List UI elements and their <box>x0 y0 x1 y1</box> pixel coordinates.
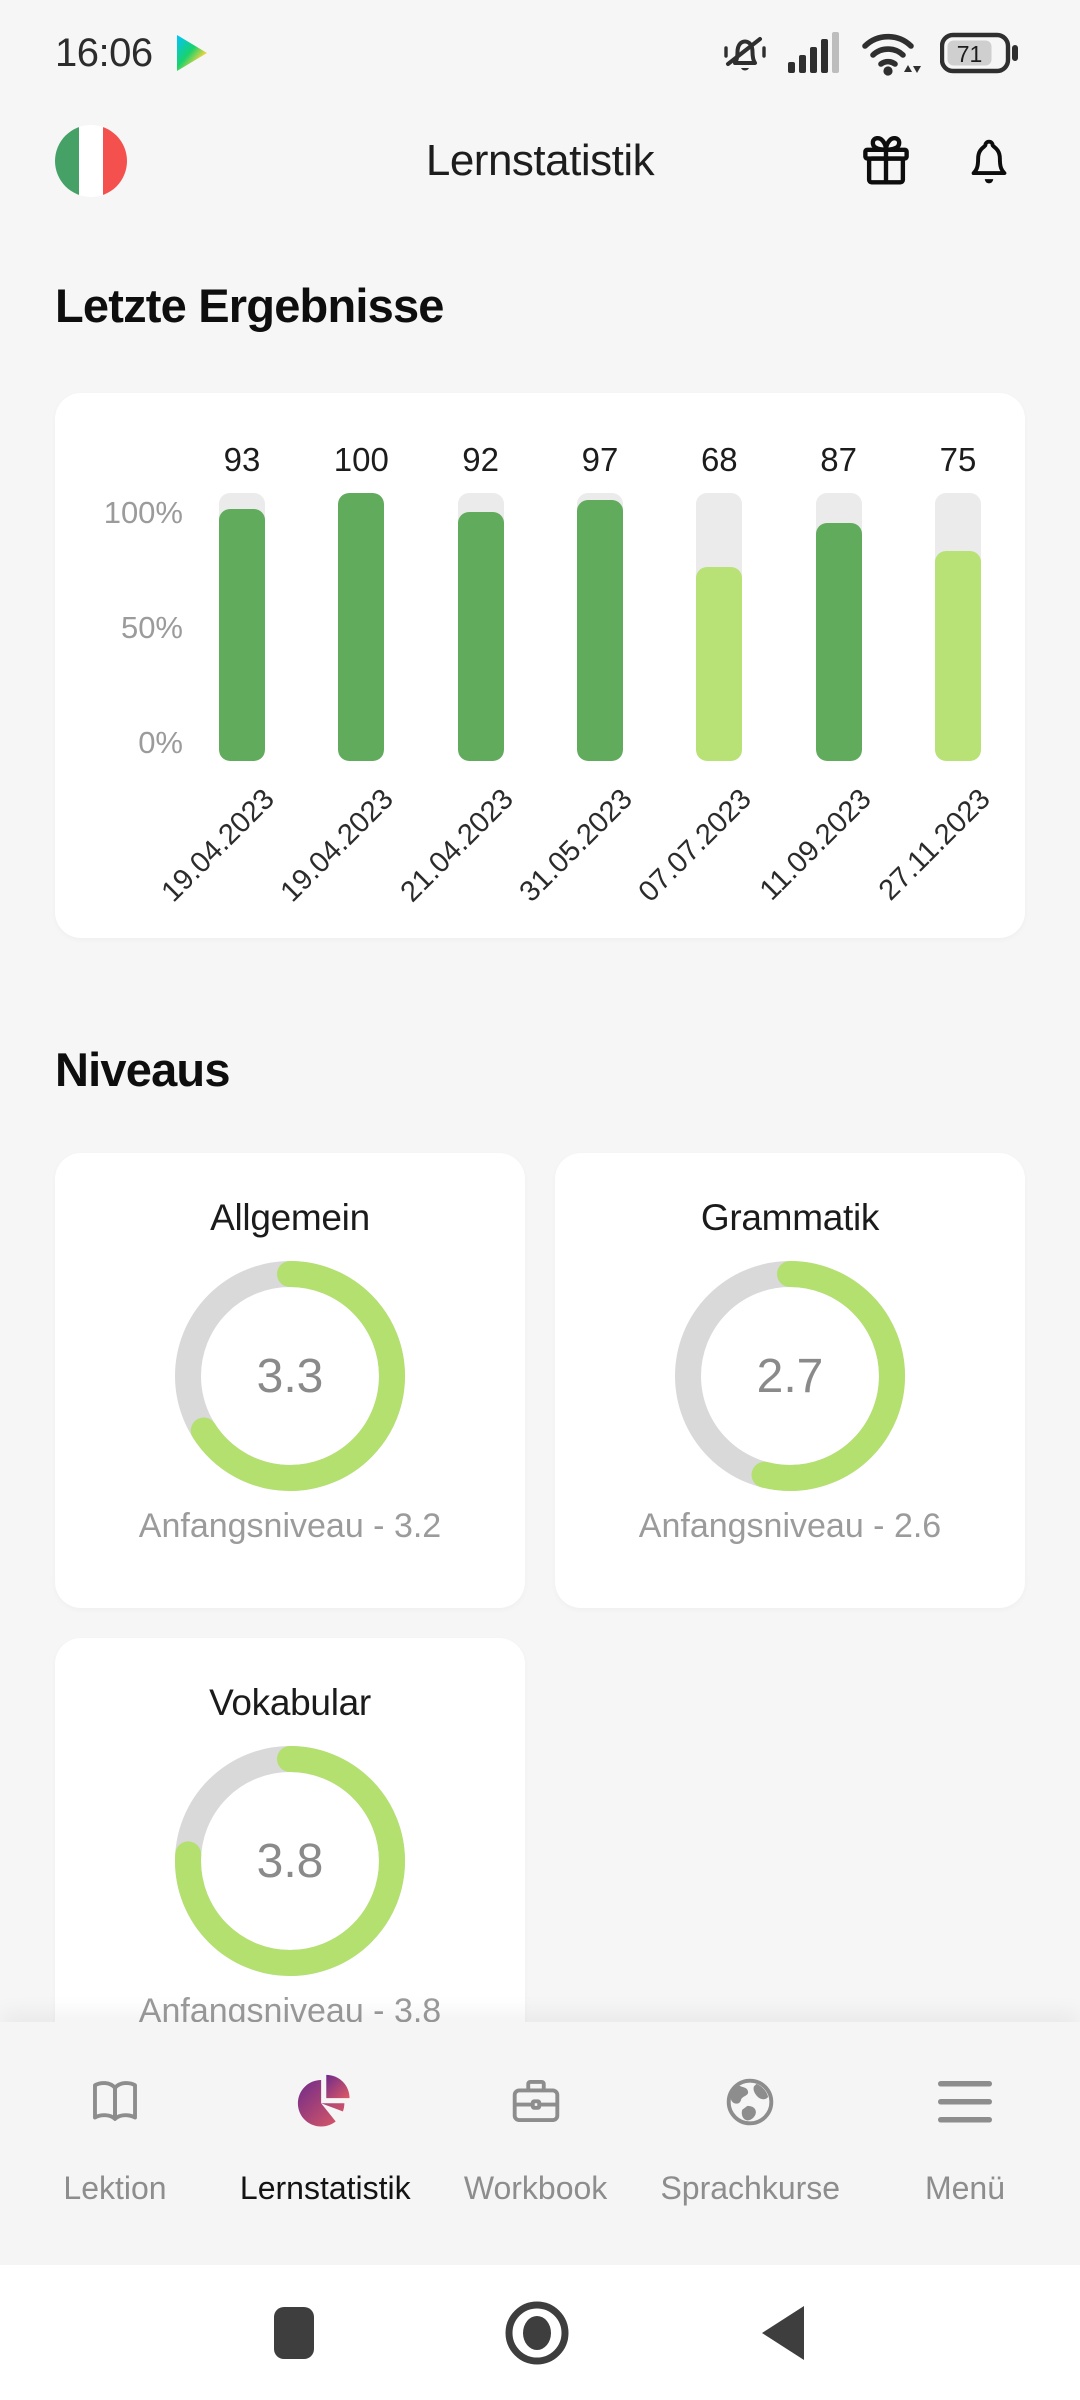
bar-fill <box>219 509 265 761</box>
level-donut: 2.7 <box>675 1261 905 1491</box>
results-chart-card: 100% 50% 0% 93 19.04.2023 100 19.04.2023 92 2… <box>55 393 1025 938</box>
wifi-icon <box>862 33 921 76</box>
y-tick-0: 0% <box>138 725 183 760</box>
y-tick-100: 100% <box>103 495 183 530</box>
bar-column: 93 19.04.2023 <box>155 438 280 908</box>
bar-track <box>338 493 385 761</box>
levels-grid: Allgemein 3.3 Anfangsniveau - 3.2 Gramma… <box>55 1153 1025 2093</box>
status-icons: 71 <box>720 30 1020 76</box>
nav-item-lektion[interactable]: Lektion <box>40 2070 190 2207</box>
nav-item-sprachkurse[interactable]: Sprachkurse <box>660 2070 840 2207</box>
bar-chart: 100% 50% 0% 93 19.04.2023 100 19.04.2023 92 2… <box>55 438 997 938</box>
nav-label: Sprachkurse <box>660 2170 841 2206</box>
bar-date-label: 19.04.2023 <box>274 783 400 909</box>
bar-value-label: 100 <box>333 441 389 478</box>
play-store-icon <box>176 35 207 71</box>
level-title: Vokabular <box>209 1682 371 1723</box>
bar-columns: 93 19.04.2023 100 19.04.2023 92 21.04.2023 97 3… <box>155 438 997 908</box>
bar-value-label: 93 <box>223 441 261 478</box>
bar-track <box>696 493 743 761</box>
nav-label: Lernstatistik <box>239 2170 411 2206</box>
bar-fill <box>338 493 385 761</box>
bar-date-label: 19.04.2023 <box>155 783 281 909</box>
bar-column: 97 31.05.2023 <box>513 438 638 908</box>
nav-label: Menü <box>924 2170 1006 2206</box>
bar-date-label: 31.05.2023 <box>513 783 639 909</box>
bar-value-label: 75 <box>939 441 977 478</box>
level-donut: 3.3 <box>175 1261 405 1491</box>
header-actions <box>856 131 1018 191</box>
app-header: Lernstatistik <box>0 106 1080 216</box>
notifications-muted-icon <box>724 37 766 71</box>
status-time: 16:06 <box>55 30 153 75</box>
nav-item-workbook[interactable]: Workbook <box>461 2070 611 2207</box>
donut-ring <box>175 1261 405 1491</box>
bar-track <box>219 493 265 761</box>
level-value: 3.3 <box>256 1349 324 1403</box>
bar-fill <box>815 523 862 761</box>
bar-track <box>934 493 981 761</box>
levels-heading: Niveaus <box>55 1043 230 1096</box>
globe-icon <box>727 2078 774 2126</box>
recents-square-button[interactable] <box>272 2305 316 2361</box>
level-value: 2.7 <box>756 1349 824 1403</box>
bar-track <box>576 493 623 761</box>
bar-column: 100 19.04.2023 <box>275 438 400 908</box>
bar-column: 92 21.04.2023 <box>394 438 519 908</box>
nav-item-menu[interactable]: Menü <box>890 2070 1040 2207</box>
bar-track <box>815 493 862 761</box>
briefcase-icon <box>512 2080 559 2123</box>
bar-date-label: 07.07.2023 <box>632 783 758 909</box>
notifications-icon[interactable] <box>960 131 1018 191</box>
bar-value-label: 92 <box>462 441 500 478</box>
battery-percent: 71 <box>957 41 983 67</box>
chart-y-axis: 100% 50% 0% <box>55 438 205 761</box>
level-card-grammatik: Grammatik 2.7 Anfangsniveau - 2.6 <box>555 1153 1025 1608</box>
level-card-allgemein: Allgemein 3.3 Anfangsniveau - 3.2 <box>55 1153 525 1608</box>
status-bar: 16:06 <box>0 0 1080 92</box>
level-value: 3.8 <box>256 1834 324 1888</box>
nav-label: Workbook <box>463 2170 608 2206</box>
bar-fill <box>696 567 743 761</box>
donut-ring <box>675 1261 905 1491</box>
android-nav-bar <box>0 2265 1080 2400</box>
back-triangle-button[interactable] <box>758 2304 808 2362</box>
bar-date-label: 27.11.2023 <box>872 783 997 907</box>
bar-fill <box>934 551 981 761</box>
nav-label: Lektion <box>63 2170 167 2206</box>
level-title: Allgemein <box>210 1197 370 1238</box>
y-tick-50: 50% <box>120 610 183 645</box>
book-icon <box>93 2081 137 2121</box>
results-heading: Letzte Ergebnisse <box>55 279 444 332</box>
battery-icon: 71 <box>940 32 1018 74</box>
level-caption: Anfangsniveau - 2.6 <box>638 1507 942 1545</box>
level-title: Grammatik <box>700 1197 880 1238</box>
home-circle-button[interactable] <box>504 2300 570 2366</box>
bottom-nav: Lektion Lernstatistik <box>0 2022 1080 2265</box>
level-donut: 3.8 <box>175 1746 405 1976</box>
italian-flag-icon <box>55 125 79 197</box>
pie-chart-icon <box>298 2074 350 2127</box>
level-caption: Anfangsniveau - 3.2 <box>138 1507 442 1545</box>
donut-ring <box>175 1746 405 1976</box>
gift-icon[interactable] <box>856 131 916 191</box>
bar-column: 68 07.07.2023 <box>633 438 758 908</box>
bar-track <box>457 493 504 761</box>
bar-date-label: 21.04.2023 <box>394 783 520 909</box>
bar-column: 87 11.09.2023 <box>754 438 878 907</box>
level-card-vokabular: Vokabular 3.8 Anfangsniveau - 3.8 <box>55 1638 525 2093</box>
bar-fill <box>576 500 623 761</box>
bar-value-label: 87 <box>820 441 857 478</box>
language-flag-button[interactable] <box>55 125 127 197</box>
bar-date-label: 11.09.2023 <box>753 783 878 907</box>
bar-fill <box>457 512 504 761</box>
status-left: 16:06 <box>55 31 211 76</box>
nav-item-lernstatistik[interactable]: Lernstatistik <box>240 2070 411 2207</box>
signal-strength-icon <box>788 32 839 73</box>
menu-icon <box>938 2081 992 2123</box>
bar-value-label: 68 <box>700 441 738 478</box>
bar-value-label: 97 <box>581 441 619 478</box>
bar-column: 75 27.11.2023 <box>873 438 997 907</box>
